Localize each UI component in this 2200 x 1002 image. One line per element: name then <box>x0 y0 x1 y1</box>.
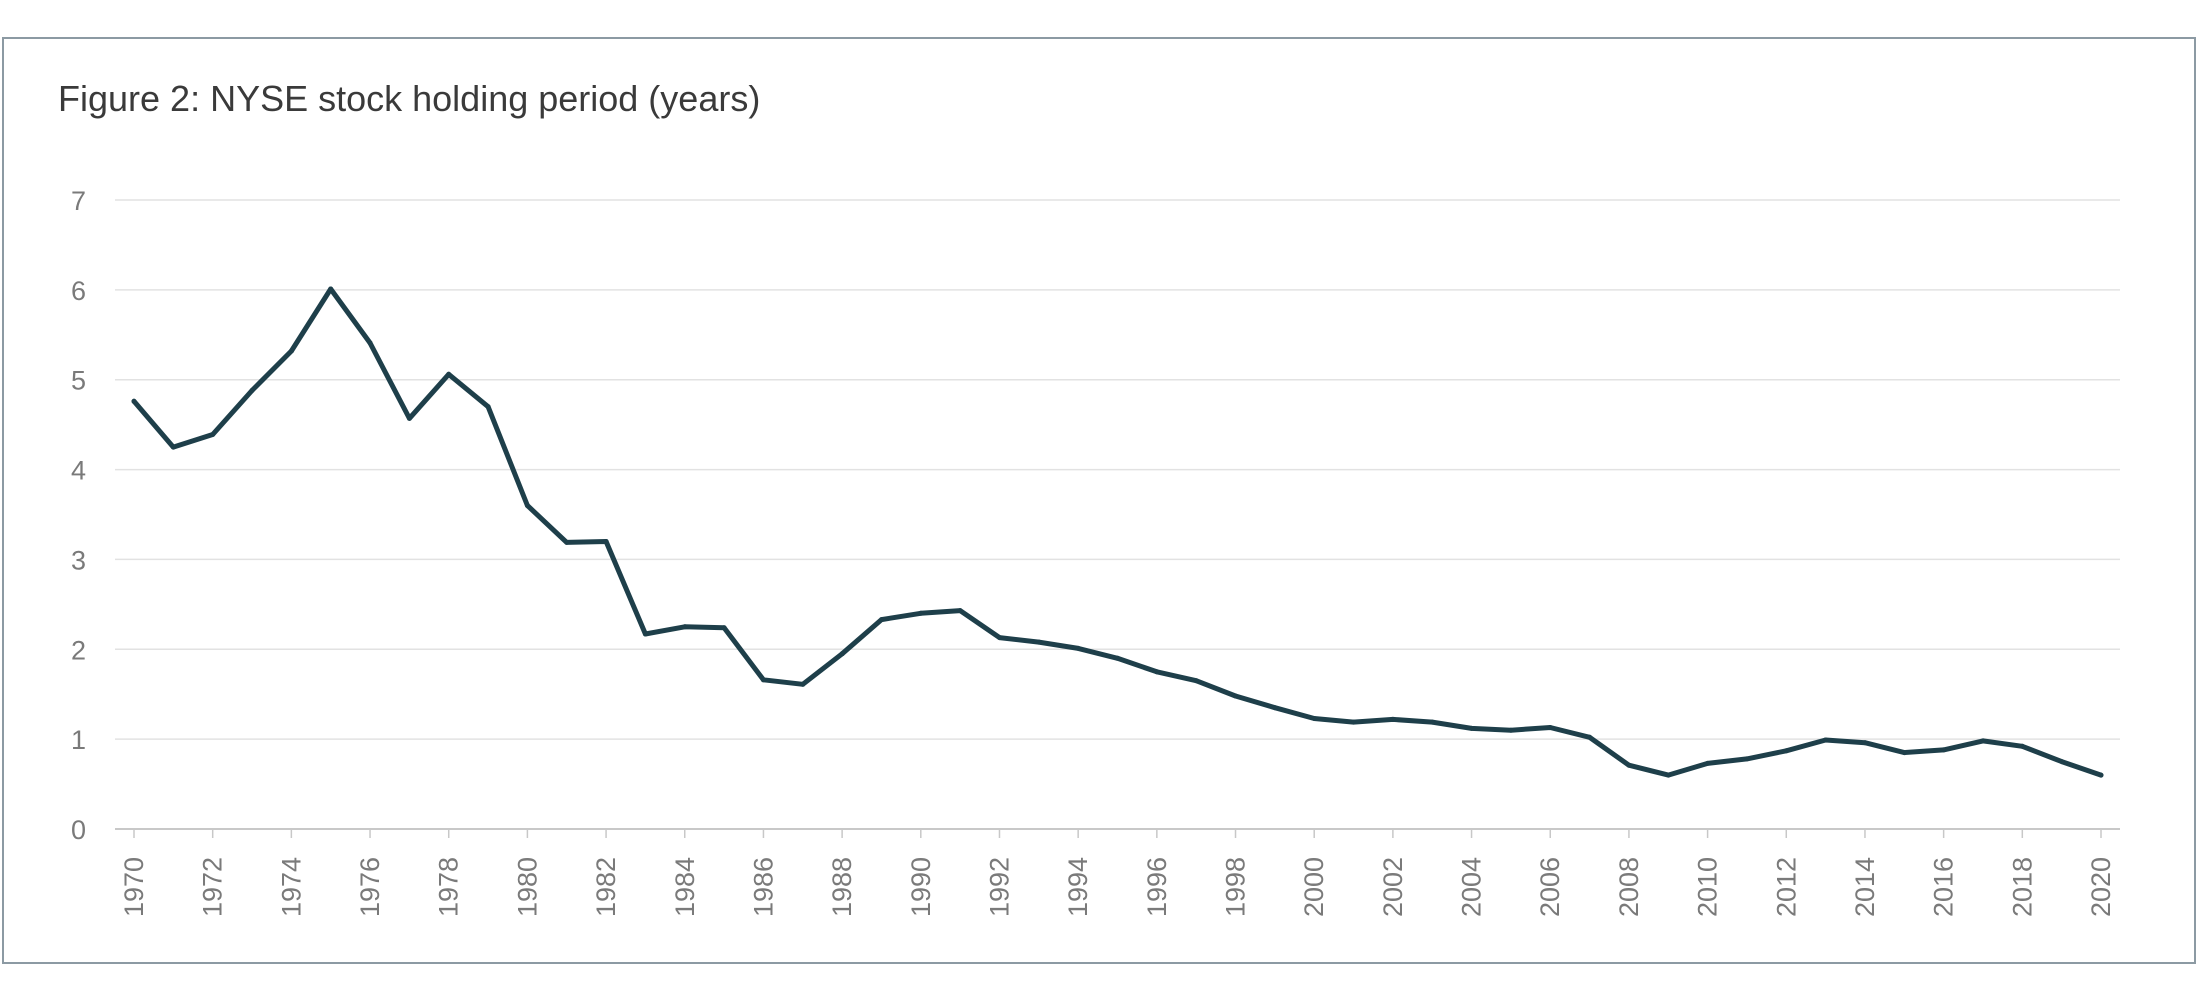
x-tick-label: 1970 <box>119 857 149 917</box>
data-point <box>564 539 570 545</box>
x-tick-label: 1986 <box>748 857 778 917</box>
data-point <box>1508 727 1514 733</box>
x-tick-label: 1988 <box>827 857 857 917</box>
data-point <box>2059 759 2065 765</box>
data-point <box>800 681 806 687</box>
series-line <box>131 286 2104 778</box>
data-point <box>288 348 294 354</box>
x-tick-label: 2012 <box>1771 857 1801 917</box>
data-point <box>1154 669 1160 675</box>
data-point <box>682 624 688 630</box>
data-point <box>1665 772 1671 778</box>
x-axis: 1970 1972 1974 1976 1978 1980 1982 1984 1986 1988… <box>119 829 2116 917</box>
data-point <box>1587 734 1593 740</box>
y-tick-label: 4 <box>71 456 86 486</box>
data-point <box>918 610 924 616</box>
chart-title: Figure 2: NYSE stock holding period (yea… <box>58 78 761 119</box>
data-point <box>1823 737 1829 743</box>
data-point <box>328 286 334 292</box>
gridlines <box>115 199 2120 830</box>
y-tick-label: 7 <box>71 186 86 216</box>
y-axis: 0 1 2 3 4 5 6 7 <box>71 186 86 845</box>
x-tick-label: 2004 <box>1457 857 1487 917</box>
x-tick-label: 2010 <box>1693 857 1723 917</box>
data-point <box>1980 738 1986 744</box>
x-tick-label: 1990 <box>906 857 936 917</box>
x-tick-label: 2000 <box>1299 857 1329 917</box>
data-point <box>485 404 491 410</box>
x-tick-label: 1978 <box>434 857 464 917</box>
y-tick-label: 0 <box>71 815 86 845</box>
x-tick-label: 2018 <box>2007 857 2037 917</box>
data-point <box>1311 716 1317 721</box>
data-point <box>1705 760 1711 766</box>
data-point <box>131 398 137 404</box>
data-point <box>1744 756 1750 762</box>
data-point <box>1941 747 1947 753</box>
data-point <box>1783 748 1789 754</box>
data-point <box>1469 725 1475 731</box>
data-point <box>2098 772 2104 778</box>
data-point <box>2019 743 2025 749</box>
y-tick-label: 1 <box>71 725 86 755</box>
x-tick-label: 1994 <box>1063 857 1093 917</box>
data-point <box>957 608 963 614</box>
x-tick-label: 2002 <box>1378 857 1408 917</box>
x-tick-label: 1982 <box>591 857 621 917</box>
data-point <box>1075 645 1081 651</box>
x-tick-label: 1980 <box>512 857 542 917</box>
y-tick-label: 2 <box>71 635 86 665</box>
y-tick-label: 5 <box>71 366 86 396</box>
data-point <box>1547 725 1553 730</box>
data-point <box>1901 750 1907 756</box>
data-point <box>760 677 766 683</box>
x-tick-label: 1972 <box>198 857 228 917</box>
x-tick-label: 2014 <box>1850 857 1880 917</box>
x-tick-label: 1992 <box>984 857 1014 917</box>
data-point <box>1390 716 1396 722</box>
x-tick-label: 2016 <box>1929 857 1959 917</box>
data-point <box>170 444 176 450</box>
data-point <box>642 631 648 637</box>
data-point <box>879 617 884 623</box>
data-point <box>210 432 216 437</box>
data-point <box>1233 693 1238 699</box>
data-point <box>839 651 845 657</box>
data-point <box>1351 719 1356 725</box>
y-tick-label: 6 <box>71 276 86 306</box>
data-point <box>446 371 452 377</box>
data-point <box>1115 655 1120 661</box>
data-point <box>249 388 255 393</box>
chart-frame <box>2 37 2196 964</box>
series-layer <box>131 286 2104 778</box>
data-point <box>1862 740 1868 746</box>
x-tick-label: 1998 <box>1221 857 1251 917</box>
x-tick-label: 1996 <box>1142 857 1172 917</box>
data-point <box>1429 719 1435 725</box>
data-point <box>406 415 412 421</box>
y-tick-label: 3 <box>71 545 86 575</box>
x-tick-label: 2006 <box>1535 857 1565 917</box>
x-tick-label: 2020 <box>2086 857 2116 917</box>
data-point <box>524 503 530 508</box>
data-point <box>1193 678 1199 684</box>
x-tick-label: 1974 <box>276 857 306 917</box>
data-point <box>1036 639 1042 645</box>
data-point <box>367 340 373 346</box>
x-tick-label: 1976 <box>355 857 385 917</box>
data-point <box>1626 762 1632 768</box>
x-tick-label: 1984 <box>670 857 700 917</box>
x-tick-label: 2008 <box>1614 857 1644 917</box>
data-point <box>721 625 727 631</box>
data-point <box>1272 705 1278 711</box>
data-point <box>603 539 609 544</box>
data-point <box>997 635 1002 641</box>
